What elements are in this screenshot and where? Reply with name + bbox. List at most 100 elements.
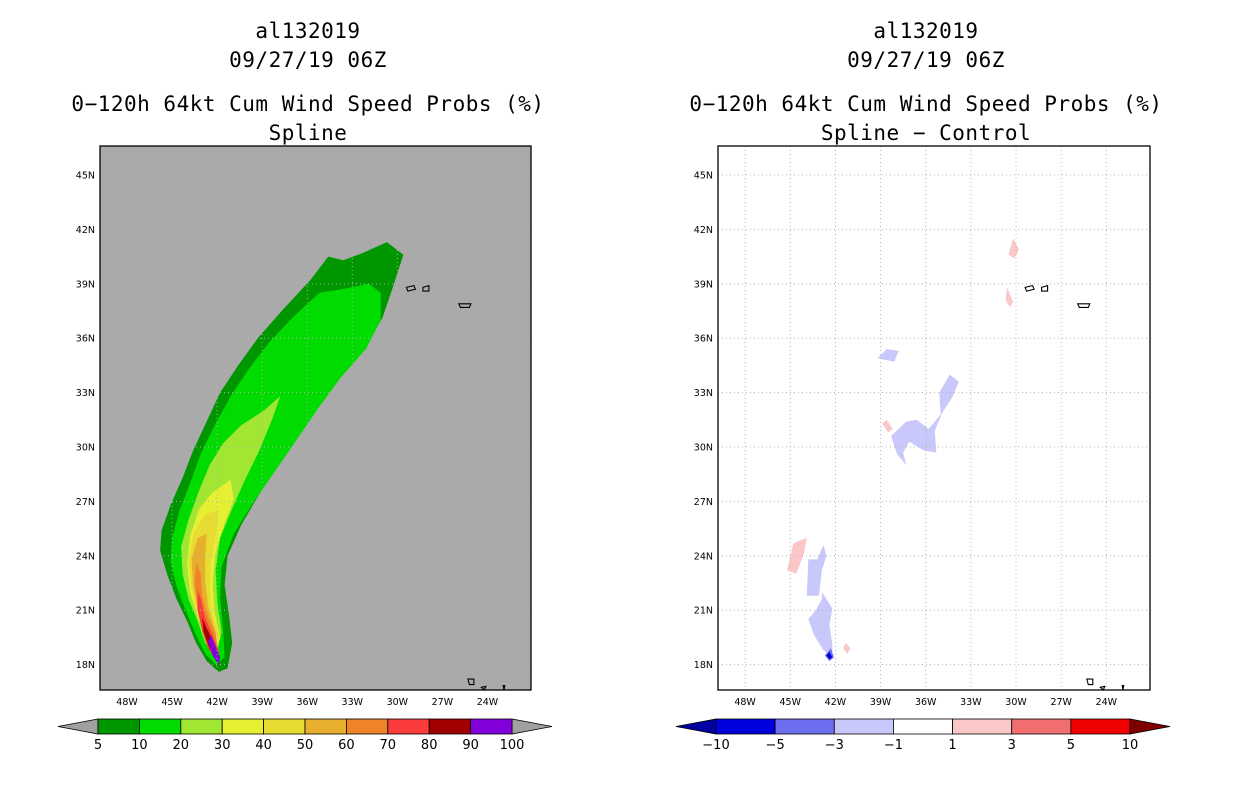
right-lat-tick-label: 33N [694,388,713,399]
left-lat-tick-label: 33N [76,388,95,399]
right-lon-tick-label: 33W [960,697,982,708]
left-lon-tick-label: 30W [387,697,409,708]
right-azores-island-flores [1024,284,1035,292]
diff-patch-pos-8 [1005,287,1013,308]
right-lat-tick-label: 36N [694,334,713,345]
right-colorbar-label: 10 [1122,738,1139,753]
right-colorbar-label: −10 [702,738,729,753]
right-datetime: 09/27/19 06Z [847,48,1005,72]
left-colorbar-label: 80 [421,738,438,753]
right-cape-verde-sao-nicolau [1099,685,1106,691]
left-cape-verde-sao-nicolau [480,685,487,691]
left-chart-title: 0−120h 64kt Cum Wind Speed Probs (%) [71,92,545,116]
diff-patch-pos-9 [842,642,851,654]
right-lat-tick-label: 27N [694,497,713,508]
diff-patch-pos-6 [787,537,807,574]
left-azores-island-faial [422,284,430,292]
right-map-frame [717,145,1151,691]
left-colorbar-label: 40 [255,738,272,753]
left-map-panel: 48W 45W 42W 39W 36W 33W 30W 27W 24W 45N 42N 39N 36N 3… [76,145,532,708]
right-colorbar-swatch [893,718,953,735]
left-colorbar-label: 5 [94,738,102,753]
left-colorbar-label: 100 [500,738,525,753]
left-colorbar-label: 10 [131,738,148,753]
right-storm-id: al132019 [873,19,979,43]
contour-50-percent [191,534,218,649]
left-lon-tick-label: 27W [432,697,454,708]
left-colorbar-swatch [263,718,306,735]
right-lon-tick-label: 45W [780,697,802,708]
left-colorbar-swatch [387,718,430,735]
diff-patch-pos-10 [882,419,893,433]
right-colorbar-label: 1 [948,738,956,753]
right-colorbar-label: 3 [1008,738,1016,753]
right-map-panel: 48W 45W 42W 39W 36W 33W 30W 27W 24W 45N 42N 39N 36N 3… [694,145,1151,708]
right-lon-tick-label: 24W [1096,697,1118,708]
left-azores-island-sao-miguel [458,303,472,308]
right-lat-tick-label: 39N [694,279,713,290]
left-colorbar-swatch [304,718,347,735]
diff-patch-neg-1 [877,349,899,362]
right-colorbar-over-arrow [1129,718,1171,735]
left-lat-tick-label: 27N [76,497,95,508]
left-lon-tick-label: 39W [251,697,273,708]
left-lon-tick-label: 36W [296,697,318,708]
right-lon-tick-label: 42W [825,697,847,708]
right-chart-subtitle: Spline − Control [820,121,1032,145]
left-colorbar-label: 70 [380,738,397,753]
right-cape-verde-sal [1121,684,1125,691]
right-cape-verde-santo-antao [1086,678,1094,686]
left-colorbar: 5 10 20 30 40 50 60 70 80 90 100 [57,718,553,753]
left-colorbar-swatch [221,718,264,735]
right-colorbar-under-arrow [675,718,717,735]
left-colorbar-swatch [428,718,472,735]
left-lat-tick-label: 21N [76,606,95,617]
left-azores-island-flores [405,284,417,292]
right-lat-tick-label: 30N [694,443,713,454]
left-lat-tick-label: 24N [76,551,95,562]
right-azores-island-faial [1041,284,1049,292]
right-lat-tick-label: 24N [694,551,713,562]
diff-patch-neg-3 [808,592,833,658]
left-colorbar-swatch [138,718,182,735]
left-map-background [100,146,531,690]
diff-patch-neg-0 [891,374,959,466]
left-colorbar-swatch [345,718,389,735]
left-colorbar-swatch [470,718,513,735]
right-colorbar-label: −3 [825,738,844,753]
left-storm-id: al132019 [255,19,361,43]
diff-patch-neg-2 [806,544,827,596]
left-lon-tick-label: 24W [477,697,499,708]
left-chart-subtitle: Spline [268,121,348,145]
left-datetime: 09/27/19 06Z [229,48,387,72]
right-lat-tick-label: 21N [694,606,713,617]
left-colorbar-label: 90 [462,738,479,753]
left-colorbar-label: 20 [173,738,190,753]
left-lat-tick-label: 45N [76,171,95,182]
right-lat-tick-label: 42N [694,225,713,236]
left-lat-tick-label: 18N [76,660,95,671]
right-colorbar-swatch [1011,718,1072,735]
contour-10-percent [170,283,381,665]
right-lon-tick-label: 30W [1005,697,1027,708]
right-colorbar-swatch [1070,718,1131,735]
right-map-background [718,146,1150,690]
right-colorbar-label: −5 [766,738,785,753]
left-colorbar-label: 60 [338,738,355,753]
left-panel-title: al132019 09/27/19 06Z 0−120h 64kt Cum Wi… [28,17,588,148]
left-lon-tick-label: 42W [206,697,228,708]
left-lon-tick-label: 48W [116,697,138,708]
contour-60-percent [194,563,218,647]
left-lat-tick-label: 30N [76,443,95,454]
right-colorbar-swatch [774,718,835,735]
right-colorbar-swatch [715,718,776,735]
diff-patch-pos-7 [1008,238,1019,259]
right-colorbar-label: 5 [1067,738,1075,753]
right-lon-tick-label: 48W [734,697,756,708]
left-colorbar-under-arrow [57,718,99,735]
left-colorbar-label: 50 [297,738,314,753]
right-lon-tick-label: 39W [870,697,892,708]
right-azores-island-sao-miguel [1076,303,1091,308]
left-colorbar-over-arrow [511,718,553,735]
